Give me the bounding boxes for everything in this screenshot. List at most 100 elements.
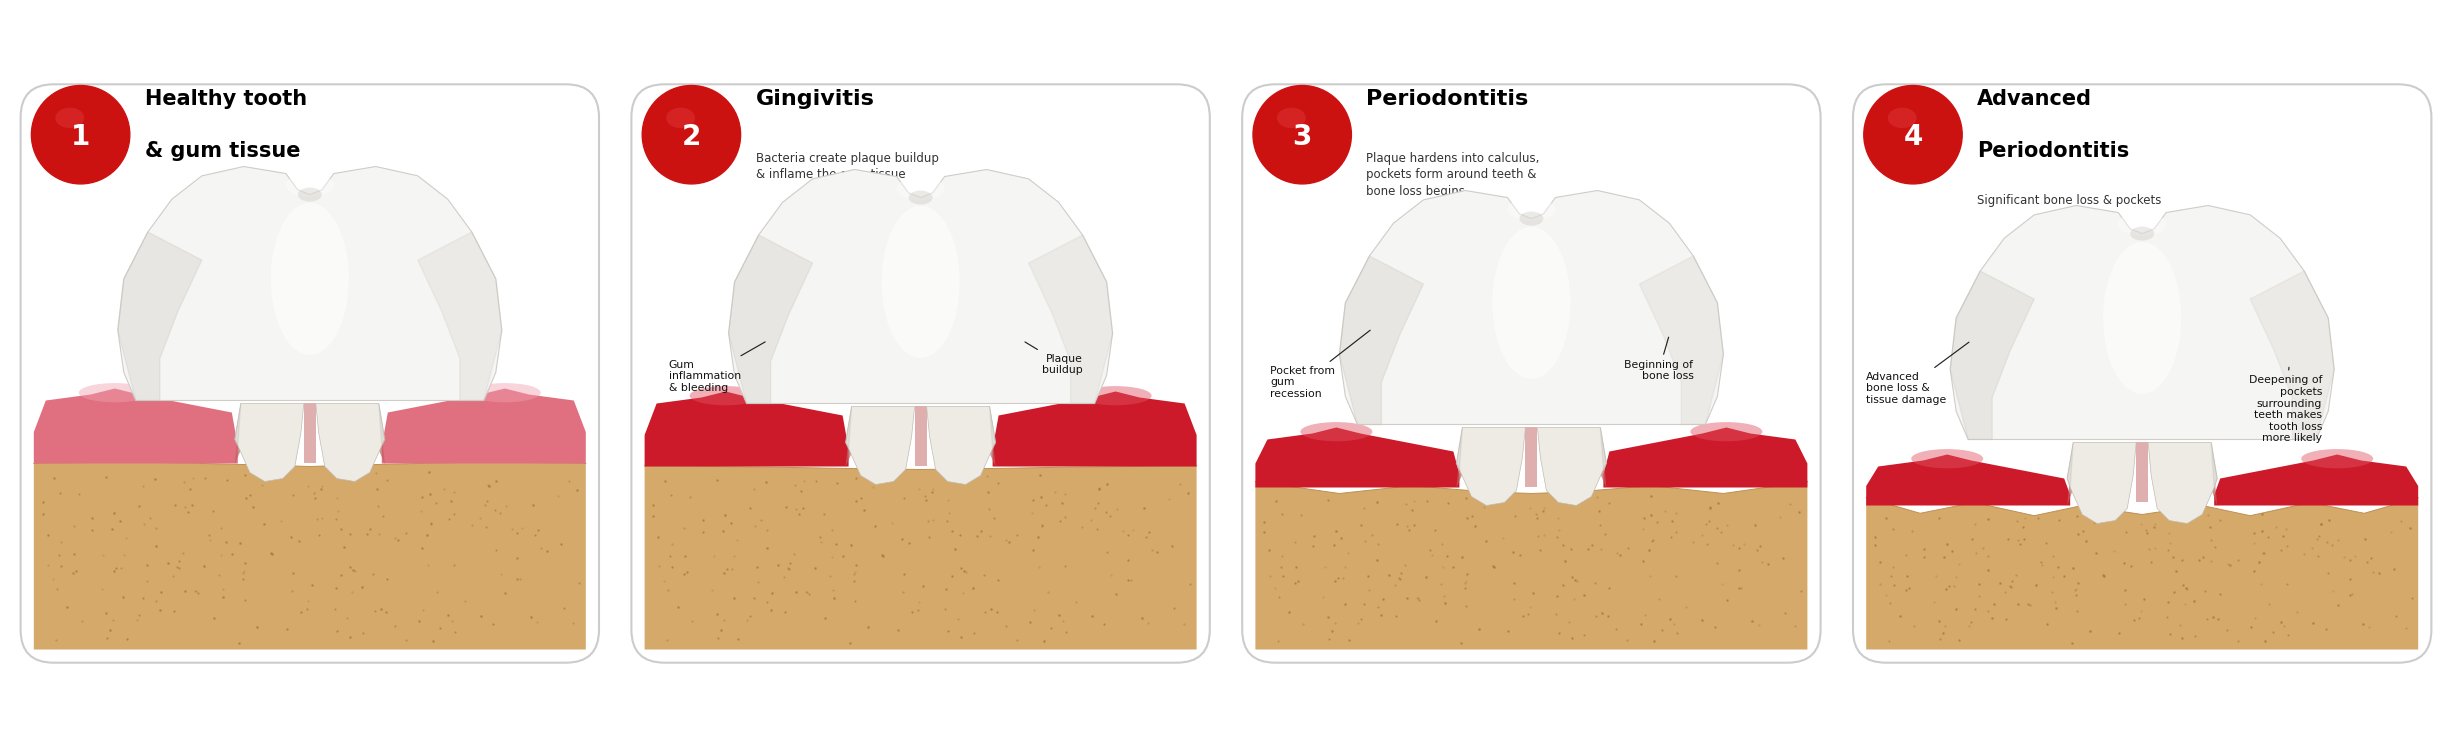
Text: Bacteria create plaque buildup
& inflame the gum tissue: Bacteria create plaque buildup & inflame… — [755, 152, 939, 181]
Circle shape — [1864, 85, 1962, 184]
Ellipse shape — [1508, 197, 1555, 221]
Polygon shape — [1027, 235, 1113, 403]
Polygon shape — [915, 406, 927, 466]
Polygon shape — [2251, 271, 2334, 439]
Ellipse shape — [56, 108, 83, 128]
Ellipse shape — [897, 176, 944, 200]
Polygon shape — [1456, 427, 1461, 470]
Polygon shape — [1255, 427, 1459, 488]
Text: Significant bone loss & pockets: Significant bone loss & pockets — [1976, 193, 2163, 206]
Polygon shape — [1601, 427, 1606, 489]
Ellipse shape — [1079, 386, 1152, 406]
Ellipse shape — [1300, 422, 1373, 441]
Polygon shape — [118, 167, 503, 400]
Polygon shape — [1525, 427, 1537, 488]
Text: Gingivitis: Gingivitis — [755, 88, 875, 108]
Ellipse shape — [2104, 242, 2182, 394]
Text: Advanced
bone loss &
tissue damage: Advanced bone loss & tissue damage — [1866, 342, 1969, 405]
Polygon shape — [1964, 308, 2320, 436]
Polygon shape — [2148, 442, 2217, 524]
Polygon shape — [378, 403, 385, 445]
Ellipse shape — [910, 190, 932, 205]
Polygon shape — [1640, 256, 1724, 424]
Polygon shape — [1354, 323, 1709, 421]
Polygon shape — [304, 403, 316, 463]
Polygon shape — [645, 466, 1197, 649]
FancyBboxPatch shape — [1854, 84, 2432, 663]
Polygon shape — [2067, 442, 2074, 507]
Polygon shape — [991, 406, 996, 468]
Polygon shape — [118, 232, 201, 400]
Polygon shape — [1866, 498, 2418, 649]
Polygon shape — [1537, 427, 1606, 506]
Polygon shape — [34, 388, 238, 463]
Ellipse shape — [468, 383, 542, 403]
Text: Advanced: Advanced — [1976, 88, 2092, 108]
Circle shape — [1253, 85, 1351, 184]
Polygon shape — [1456, 427, 1525, 506]
Polygon shape — [1601, 427, 1606, 470]
Polygon shape — [991, 406, 996, 448]
Polygon shape — [728, 170, 1113, 403]
Polygon shape — [1604, 427, 1807, 488]
Polygon shape — [2214, 454, 2418, 506]
Polygon shape — [1866, 454, 2069, 506]
Polygon shape — [743, 379, 1098, 400]
Polygon shape — [2067, 442, 2136, 524]
Polygon shape — [2067, 442, 2074, 488]
Text: Plaque hardens into calculus,
pockets form around teeth &
bone loss begins: Plaque hardens into calculus, pockets fo… — [1366, 152, 1540, 197]
Circle shape — [32, 85, 130, 184]
Polygon shape — [2136, 442, 2148, 503]
Ellipse shape — [1493, 227, 1569, 379]
Text: Periodontitis: Periodontitis — [1976, 140, 2128, 161]
Polygon shape — [1456, 427, 1461, 489]
Text: Pocket from
gum
recession: Pocket from gum recession — [1270, 330, 1371, 399]
Polygon shape — [383, 388, 586, 463]
Ellipse shape — [78, 383, 152, 403]
Polygon shape — [1964, 415, 2320, 436]
Polygon shape — [1949, 205, 2334, 439]
Text: Deepening of
pockets
surrounding
teeth makes
tooth loss
more likely: Deepening of pockets surrounding teeth m… — [2248, 368, 2322, 444]
Text: 1: 1 — [71, 123, 91, 151]
Polygon shape — [1339, 190, 1724, 424]
Text: Beginning of
bone loss: Beginning of bone loss — [1623, 337, 1694, 381]
Ellipse shape — [1888, 108, 1917, 128]
FancyBboxPatch shape — [1243, 84, 1819, 663]
Ellipse shape — [2119, 212, 2165, 236]
Polygon shape — [846, 406, 851, 448]
Polygon shape — [417, 232, 503, 400]
Ellipse shape — [1277, 108, 1307, 128]
Ellipse shape — [2300, 449, 2374, 468]
Ellipse shape — [883, 205, 959, 358]
Polygon shape — [927, 406, 996, 485]
Polygon shape — [235, 403, 240, 465]
Polygon shape — [378, 403, 385, 465]
Ellipse shape — [1689, 422, 1763, 441]
Text: Gum
inflammation
& bleeding: Gum inflammation & bleeding — [669, 342, 765, 393]
Polygon shape — [2212, 442, 2217, 507]
Polygon shape — [993, 391, 1197, 466]
Ellipse shape — [1520, 211, 1542, 226]
Polygon shape — [34, 462, 586, 649]
Text: & gum tissue: & gum tissue — [145, 140, 299, 161]
Polygon shape — [235, 403, 240, 445]
Ellipse shape — [287, 173, 333, 197]
Ellipse shape — [297, 187, 321, 202]
Text: 3: 3 — [1292, 123, 1312, 151]
Polygon shape — [645, 391, 848, 466]
Polygon shape — [846, 406, 851, 468]
Ellipse shape — [270, 202, 348, 355]
Text: Healthy tooth: Healthy tooth — [145, 88, 306, 108]
Polygon shape — [235, 403, 304, 482]
Text: 4: 4 — [1903, 123, 1922, 151]
Polygon shape — [846, 406, 915, 485]
Ellipse shape — [667, 108, 694, 128]
Circle shape — [642, 85, 741, 184]
Polygon shape — [728, 235, 812, 403]
FancyBboxPatch shape — [20, 84, 598, 663]
Ellipse shape — [1910, 449, 1984, 468]
Ellipse shape — [2131, 226, 2155, 241]
Polygon shape — [1339, 256, 1425, 424]
Polygon shape — [316, 403, 385, 482]
Text: Periodontitis: Periodontitis — [1366, 88, 1528, 108]
